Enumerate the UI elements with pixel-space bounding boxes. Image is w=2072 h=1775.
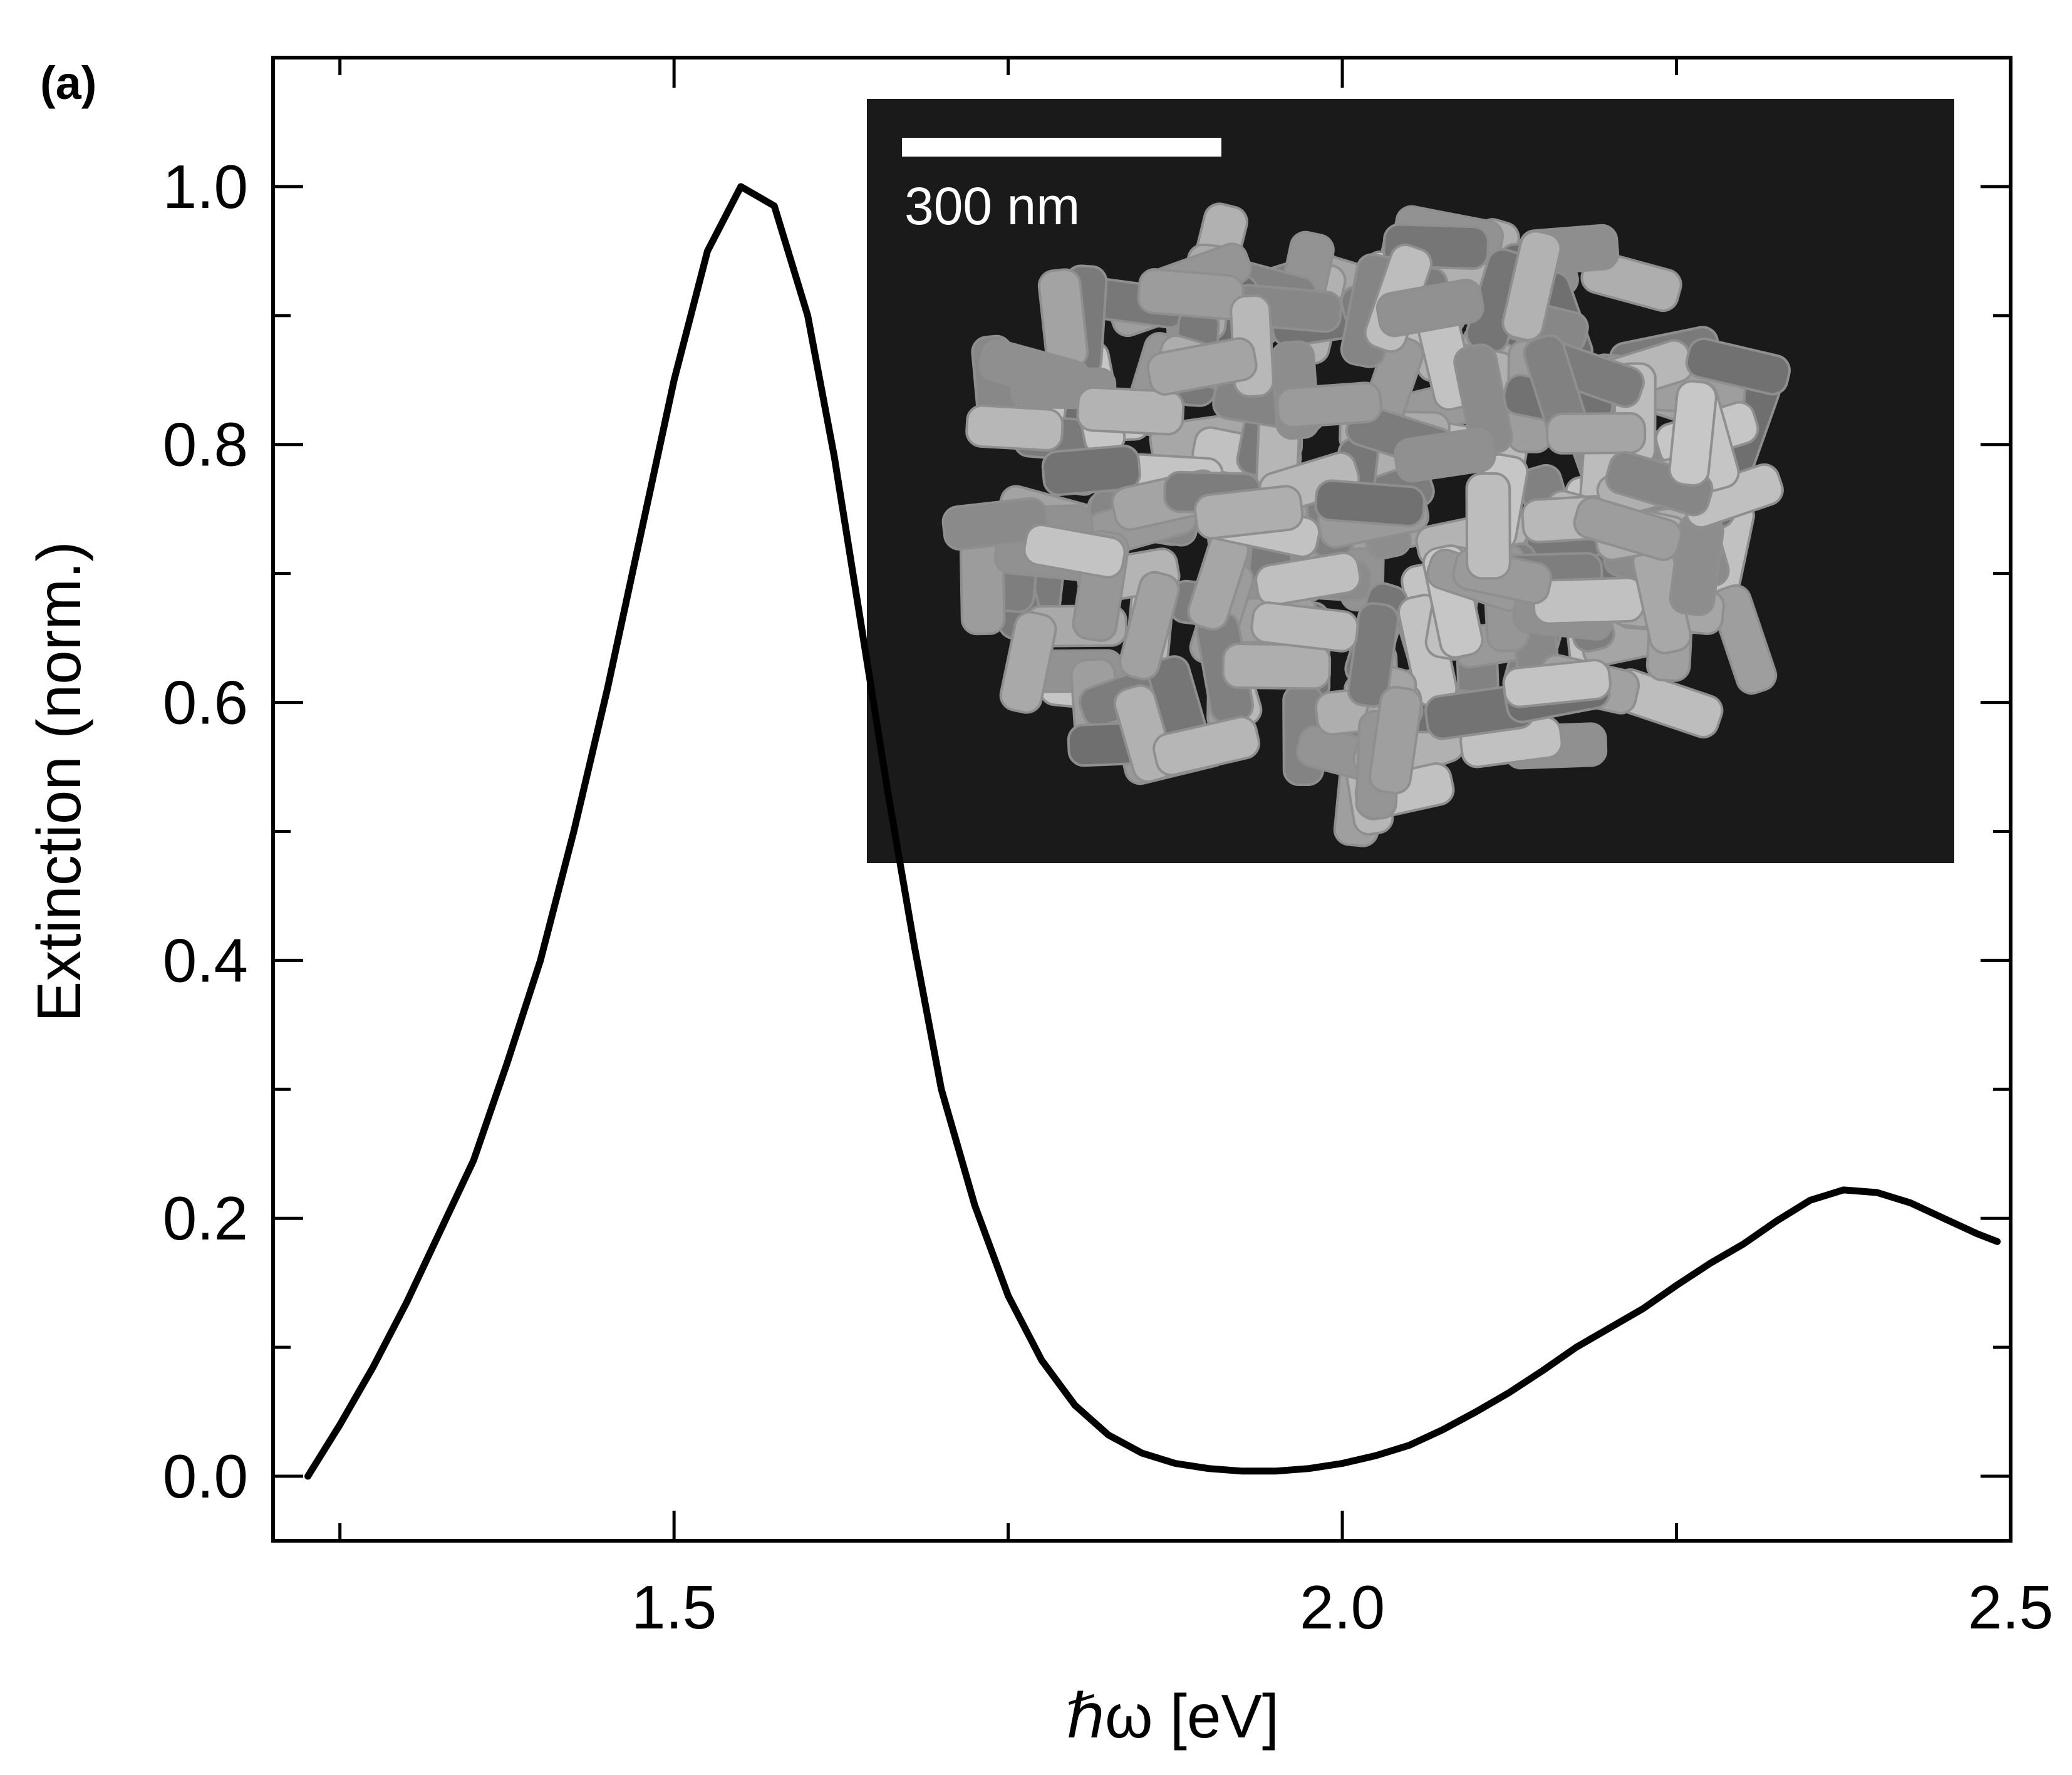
nanorod (1502, 658, 1612, 708)
nanorod (1137, 268, 1245, 321)
y-tick-label: 1.0 (163, 152, 248, 221)
nanorod (1685, 337, 1791, 396)
extinction-curve-line (304, 183, 2001, 1480)
y-tick-label: 0.6 (163, 668, 248, 737)
nanorod-cluster (941, 202, 1791, 847)
y-tick-label: 0.2 (163, 1184, 248, 1253)
nanorod (1221, 643, 1332, 690)
nanorod (1668, 380, 1717, 487)
nanorod (1368, 686, 1422, 795)
nanorod (1546, 411, 1647, 455)
x-tick-label: 2.5 (1968, 1573, 2053, 1642)
axis-ticks (273, 56, 2012, 1541)
plot-area-frame (271, 56, 2012, 1543)
nanorod (1276, 381, 1382, 429)
nanorod (1710, 584, 1778, 695)
scale-bar (902, 138, 1221, 157)
scale-bar-label: 300 nm (904, 177, 1080, 235)
nanorod (965, 404, 1064, 452)
nanorod (1465, 472, 1511, 580)
nanorod (1605, 451, 1714, 517)
sem-inset-image: 300 nm (867, 99, 1954, 863)
y-axis-title-group: Extinction (norm.) (24, 541, 93, 1022)
axis-tick-labels: 1.5 2.0 2.5 0.0 0.2 0.4 0.6 0.8 1.0 (163, 152, 2053, 1642)
nanorod (1347, 602, 1400, 708)
y-axis-title: Extinction (norm.) (24, 541, 93, 1022)
nanorod (1501, 230, 1562, 341)
nanorod (1314, 479, 1426, 527)
plot-frame (271, 56, 2012, 1543)
nanorod (999, 611, 1057, 714)
nanorod (1394, 427, 1496, 483)
nanorod (1573, 496, 1682, 561)
nanorod (1146, 337, 1258, 396)
y-tick-label: 0.4 (163, 926, 248, 995)
nanorod (1255, 551, 1362, 607)
nanorod (978, 339, 1091, 403)
nanorod (1194, 485, 1304, 540)
panel-label: (a) (40, 57, 96, 109)
nanorod (1076, 386, 1185, 436)
x-tick-label: 1.5 (631, 1573, 717, 1642)
nanorod (1041, 444, 1141, 496)
x-tick-label: 2.0 (1300, 1573, 1385, 1642)
y-tick-label: 0.0 (163, 1442, 248, 1511)
nanorod (1375, 278, 1484, 338)
nanorod (1119, 571, 1180, 681)
nanorod (941, 497, 1049, 551)
x-axis-title: ℏω [eV] (1066, 1682, 1279, 1751)
y-tick-label: 0.8 (163, 410, 248, 479)
nanorod (1250, 601, 1359, 653)
nanorod (1023, 523, 1126, 579)
nanorod (1153, 715, 1261, 777)
